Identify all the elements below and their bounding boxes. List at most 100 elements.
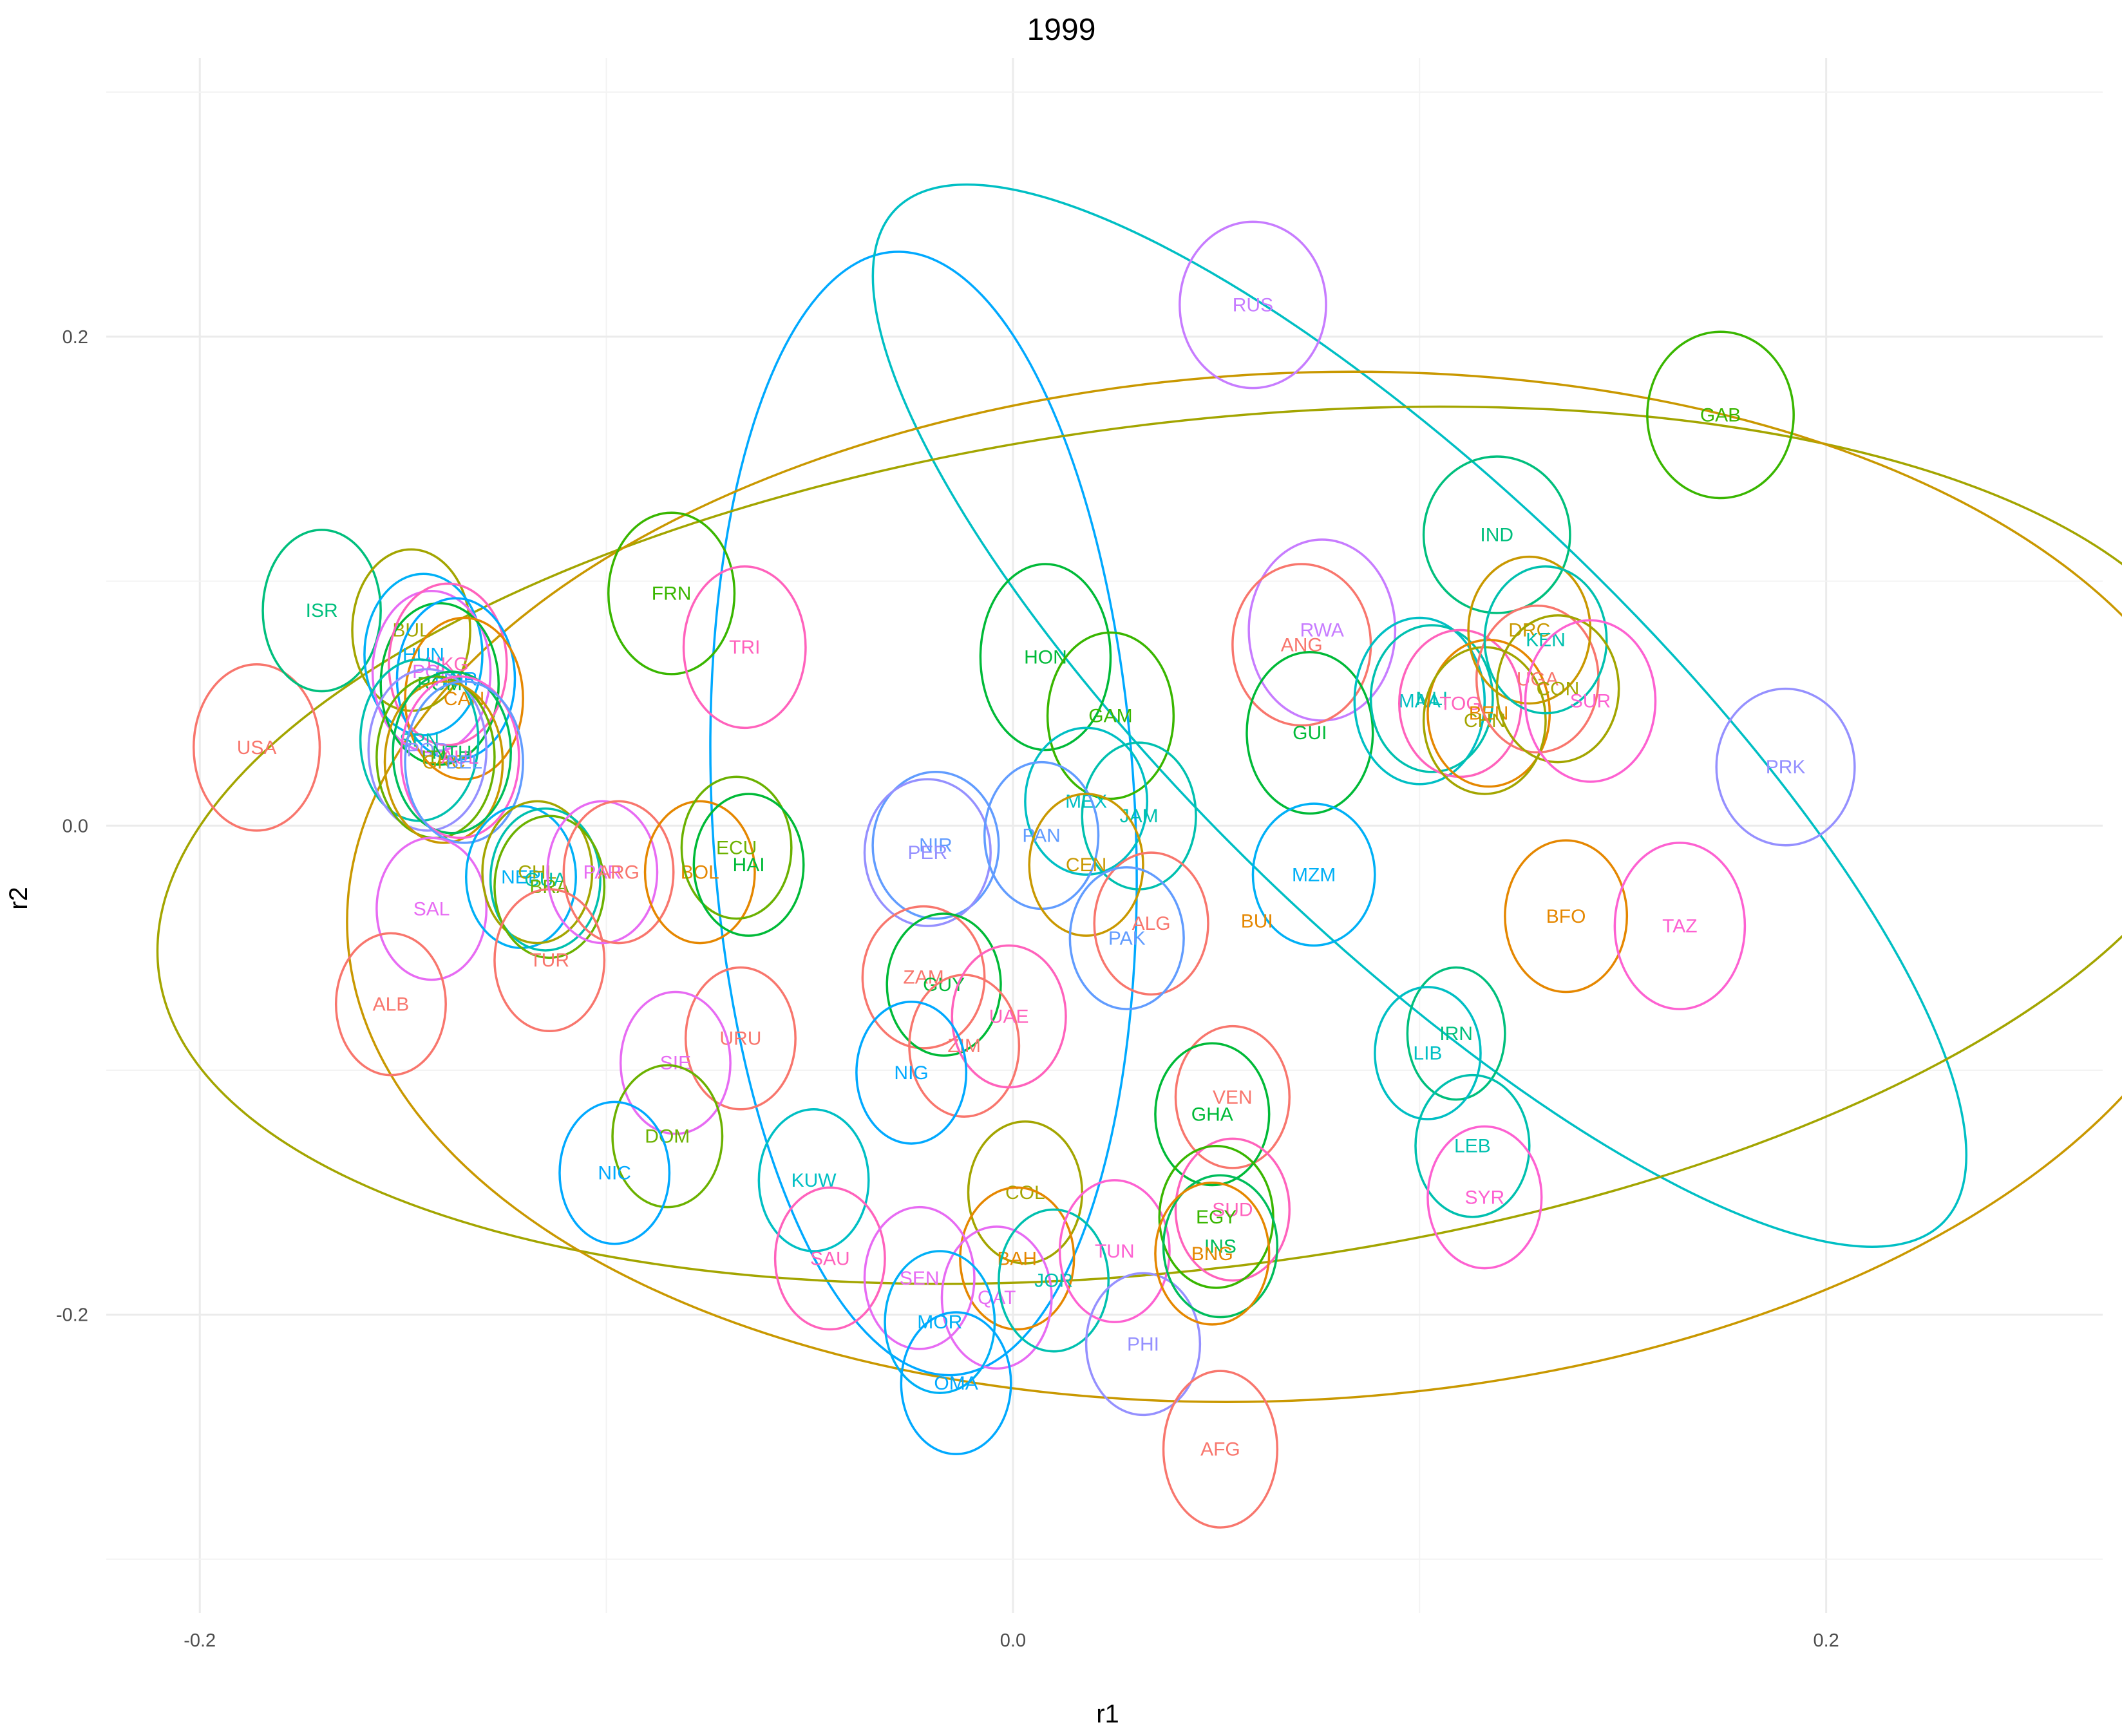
country-ellipse <box>1251 802 1376 947</box>
country-ellipse <box>192 663 321 832</box>
grid-lines <box>106 58 2103 1613</box>
country-ellipse <box>871 771 1000 920</box>
country-label: RWA <box>1300 620 1344 641</box>
x-axis-title: r1 <box>1096 1700 1119 1728</box>
country-ellipse <box>1414 1073 1531 1218</box>
country-label: ALB <box>373 994 410 1015</box>
country-label: IND <box>1480 524 1513 545</box>
country-label: NTH <box>432 742 472 763</box>
country-label: ISR <box>306 600 338 621</box>
country-ellipse <box>951 944 1067 1089</box>
country-label: JAM <box>1120 806 1159 827</box>
country-label: TRI <box>729 637 760 658</box>
country-label: OMA <box>934 1373 978 1394</box>
country-label: USA <box>237 737 277 759</box>
country-ellipse <box>1422 455 1571 614</box>
country-ellipse <box>692 793 805 937</box>
country-label: INS <box>1204 1236 1236 1257</box>
country-label: MAA <box>1399 691 1441 712</box>
country-label: PAR <box>583 862 621 883</box>
country-ellipse <box>757 1108 870 1252</box>
country-label: GRC <box>422 752 466 773</box>
country-label: POR <box>406 740 448 761</box>
country-ellipse <box>1426 1125 1543 1270</box>
group-ellipses <box>156 183 2122 1403</box>
group-ellipse <box>156 405 2122 1285</box>
country-ellipse <box>395 597 516 761</box>
country-label: MLI <box>1416 688 1448 710</box>
country-ellipse <box>1154 1181 1271 1326</box>
country-label: UAE <box>989 1006 1029 1027</box>
country-ellipse <box>1369 624 1494 773</box>
country-ellipse <box>900 1311 1012 1455</box>
country-label: NIC <box>598 1163 631 1184</box>
country-ellipse <box>404 680 524 844</box>
country-label: NIG <box>894 1062 928 1084</box>
group-ellipse <box>709 250 1138 1377</box>
country-label: SEN <box>900 1268 940 1289</box>
country-ellipse <box>546 800 659 945</box>
country-label: ECU <box>716 837 757 858</box>
country-label: PHI <box>1127 1334 1159 1355</box>
country-ellipse <box>375 836 488 981</box>
country-ellipse <box>1162 1370 1279 1529</box>
country-label: BEL <box>446 752 482 773</box>
country-ellipse <box>392 670 512 835</box>
country-ellipse <box>1085 1272 1202 1417</box>
country-ellipse <box>558 1100 671 1245</box>
country-label: SUR <box>1570 691 1611 712</box>
group-ellipse <box>871 183 1968 1248</box>
x-tick-label: 0.0 <box>1000 1630 1026 1651</box>
country-label: IRN <box>1439 1023 1473 1044</box>
country-ellipse <box>404 616 524 780</box>
country-ellipse <box>884 1250 996 1395</box>
country-ellipse <box>1046 631 1175 800</box>
country-ellipse <box>1068 866 1185 1010</box>
country-ellipse <box>855 1000 968 1145</box>
country-label: SAL <box>413 898 450 920</box>
country-ellipse <box>1495 614 1620 764</box>
country-ellipses: USAISRBULHUNPOLROMUKGNORCANSPNPORITAGRCN… <box>192 220 1856 1529</box>
country-label: TUN <box>1095 1241 1135 1262</box>
country-label: LEB <box>1454 1136 1491 1157</box>
country-label: GAM <box>1088 705 1132 726</box>
country-label: GHA <box>1191 1104 1233 1125</box>
country-label: AFG <box>1200 1439 1240 1460</box>
country-label: CHL <box>518 862 556 883</box>
country-label: SUD <box>1212 1199 1253 1220</box>
group-ellipse <box>346 370 2122 1403</box>
country-ellipse <box>643 800 756 945</box>
country-ellipse <box>607 511 736 675</box>
x-tick-label: -0.2 <box>184 1630 216 1651</box>
country-ellipse <box>334 932 447 1077</box>
country-label: TAZ <box>1662 916 1697 937</box>
country-ellipse <box>908 974 1021 1118</box>
country-label: PER <box>908 842 948 863</box>
country-label: CEN <box>1066 854 1106 876</box>
country-ellipse <box>1613 842 1747 1010</box>
country-ellipse <box>940 1225 1053 1370</box>
country-label: QAT <box>978 1287 1016 1308</box>
country-ellipse <box>261 529 382 693</box>
country-label: MZM <box>1292 864 1336 885</box>
country-ellipse <box>1715 687 1856 847</box>
country-ellipse <box>363 572 484 737</box>
country-ellipse <box>1058 1179 1171 1323</box>
country-label: GUI <box>1293 722 1327 744</box>
country-label: PAN <box>1022 826 1060 847</box>
country-ellipse <box>1024 726 1149 876</box>
country-label: VEN <box>1213 1087 1253 1108</box>
country-label: KEN <box>1526 630 1566 651</box>
y-tick-label: 0.0 <box>62 816 88 836</box>
country-ellipse <box>886 912 1002 1057</box>
country-ellipse <box>493 815 606 959</box>
country-ellipse <box>1504 839 1629 994</box>
country-ellipse <box>1374 986 1482 1120</box>
country-label: SYR <box>1464 1187 1504 1208</box>
country-label: RUS <box>1233 295 1273 316</box>
country-ellipse <box>861 905 986 1050</box>
country-label: BOL <box>681 862 719 883</box>
country-ellipse <box>684 966 797 1111</box>
country-ellipse <box>1646 330 1795 500</box>
